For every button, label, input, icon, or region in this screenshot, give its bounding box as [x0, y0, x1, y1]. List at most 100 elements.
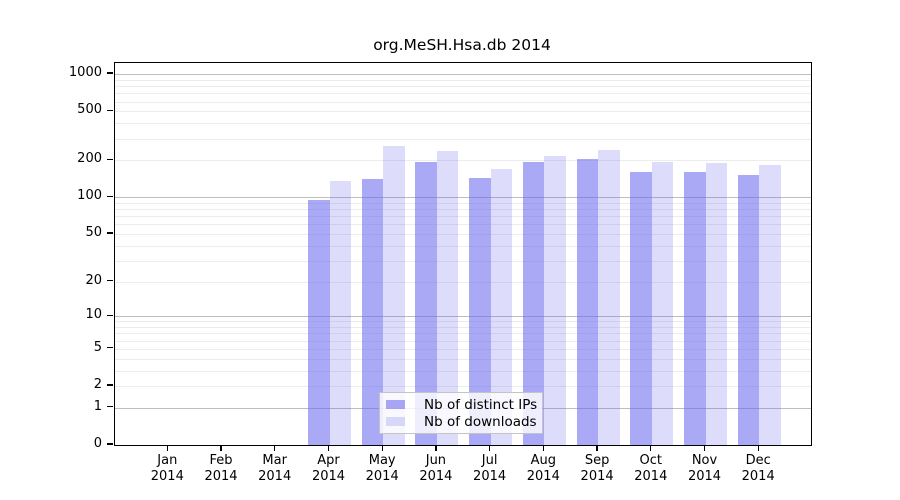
plot-area: Nb of distinct IPs Nb of downloads: [114, 62, 812, 446]
bar-downloads-dec: [759, 164, 781, 445]
y-tick-mark-100: [107, 195, 113, 197]
x-tick-mark-jul: [488, 445, 491, 451]
y-tick-label-200: 200: [77, 151, 102, 167]
y-tick-label-0: 0: [93, 436, 102, 451]
x-tick-label-may: May 2014: [365, 453, 399, 484]
minor-gridline-8: [115, 327, 811, 328]
y-tick-label-20: 20: [85, 272, 102, 288]
major-gridline-1000: [115, 74, 811, 76]
y-tick-mark-5: [107, 347, 113, 349]
y-tick-mark-2: [107, 384, 113, 386]
legend-label-distinct-ips: Nb of distinct IPs: [424, 396, 538, 413]
minor-gridline-400: [115, 123, 811, 125]
y-tick-label-50: 50: [85, 224, 102, 240]
minor-gridline-60: [115, 224, 811, 226]
y-tick-mark-500: [107, 109, 113, 111]
bar-distinct-ips-nov: [684, 171, 706, 445]
minor-gridline-9: [115, 321, 811, 323]
minor-gridline-6: [115, 340, 811, 342]
bar-distinct-ips-dec: [737, 174, 760, 445]
x-tick-mark-oct: [650, 445, 652, 451]
y-tick-label-500: 500: [77, 102, 102, 118]
minor-gridline-40: [115, 245, 811, 247]
x-tick-mark-jan: [166, 445, 168, 451]
x-tick-mark-sep: [596, 445, 598, 451]
x-tick-label-sep: Sep 2014: [580, 453, 614, 484]
x-tick-label-oct: Oct 2014: [634, 453, 668, 484]
minor-gridline-800: [115, 86, 811, 87]
x-tick-label-jul: Jul 2014: [473, 453, 507, 484]
bar-distinct-ips-jun: [415, 162, 437, 445]
bar-distinct-ips-jul: [469, 177, 491, 445]
x-tick-label-nov: Nov 2014: [687, 453, 722, 484]
x-tick-label-jan: Jan 2014: [150, 453, 184, 484]
bar-downloads-apr: [329, 180, 351, 445]
minor-gridline-30: [115, 260, 811, 262]
y-tick-label-10: 10: [85, 307, 102, 323]
y-tick-label-1000: 1000: [68, 65, 102, 81]
y-tick-mark-10: [107, 314, 113, 316]
minor-gridline-700: [115, 93, 811, 95]
legend: Nb of distinct IPs Nb of downloads: [379, 392, 543, 434]
bar-downloads-aug: [544, 155, 566, 445]
legend-swatch-distinct-ips: [386, 400, 405, 409]
x-tick-label-feb: Feb 2014: [204, 453, 238, 484]
x-tick-label-mar: Mar 2014: [258, 453, 292, 484]
bar-downloads-jun: [436, 150, 459, 445]
minor-gridline-70: [115, 216, 811, 218]
y-tick-label-100: 100: [77, 188, 102, 204]
bar-downloads-sep: [598, 149, 620, 445]
y-tick-mark-50: [107, 232, 113, 234]
bar-distinct-ips-aug: [522, 161, 545, 445]
x-tick-label-dec: Dec 2014: [741, 453, 775, 484]
x-tick-mark-jun: [435, 445, 437, 451]
minor-gridline-500: [115, 111, 811, 113]
minor-gridline-900: [115, 79, 811, 81]
minor-gridline-3: [115, 370, 811, 372]
y-tick-mark-20: [107, 279, 113, 282]
bar-downloads-oct: [651, 161, 674, 445]
x-tick-label-aug: Aug 2014: [526, 453, 560, 484]
x-tick-mark-mar: [274, 445, 276, 451]
y-tick-mark-1000: [107, 72, 113, 74]
y-tick-mark-1: [107, 406, 113, 408]
minor-gridline-300: [115, 138, 811, 140]
bar-downloads-nov: [705, 162, 727, 445]
x-tick-mark-feb: [220, 445, 222, 451]
bar-distinct-ips-may: [361, 178, 384, 445]
bar-distinct-ips-oct: [630, 171, 652, 445]
y-tick-label-2: 2: [93, 377, 102, 392]
minor-gridline-200: [115, 160, 811, 162]
bar-distinct-ips-apr: [308, 199, 330, 445]
x-tick-label-apr: Apr 2014: [311, 453, 346, 484]
major-gridline-10: [115, 316, 811, 318]
y-tick-label-1: 1: [93, 398, 102, 414]
x-tick-label-jun: Jun 2014: [419, 453, 453, 484]
legend-item-distinct-ips: Nb of distinct IPs: [386, 396, 538, 413]
major-gridline-100: [115, 197, 811, 199]
bar-downloads-jul: [490, 168, 513, 445]
x-tick-mark-nov: [703, 445, 706, 451]
legend-swatch-downloads: [386, 417, 405, 426]
legend-item-downloads: Nb of downloads: [386, 413, 537, 430]
grid-layer: [115, 63, 811, 445]
y-tick-mark-0: [107, 443, 113, 445]
x-tick-mark-apr: [327, 445, 330, 451]
x-tick-mark-dec: [757, 445, 759, 451]
y-tick-mark-200: [107, 158, 113, 160]
y-tick-label-5: 5: [93, 339, 102, 355]
minor-gridline-5: [115, 348, 811, 350]
x-tick-mark-aug: [542, 445, 544, 451]
bar-downloads-may: [383, 145, 405, 445]
bar-distinct-ips-sep: [576, 158, 599, 445]
minor-gridline-600: [115, 101, 811, 103]
minor-gridline-2: [115, 386, 811, 387]
minor-gridline-4: [115, 358, 811, 360]
minor-gridline-20: [115, 281, 811, 283]
legend-label-downloads: Nb of downloads: [424, 413, 537, 430]
minor-gridline-50: [115, 233, 811, 235]
minor-gridline-90: [115, 202, 811, 204]
minor-gridline-80: [115, 209, 811, 211]
x-tick-mark-may: [381, 445, 383, 451]
